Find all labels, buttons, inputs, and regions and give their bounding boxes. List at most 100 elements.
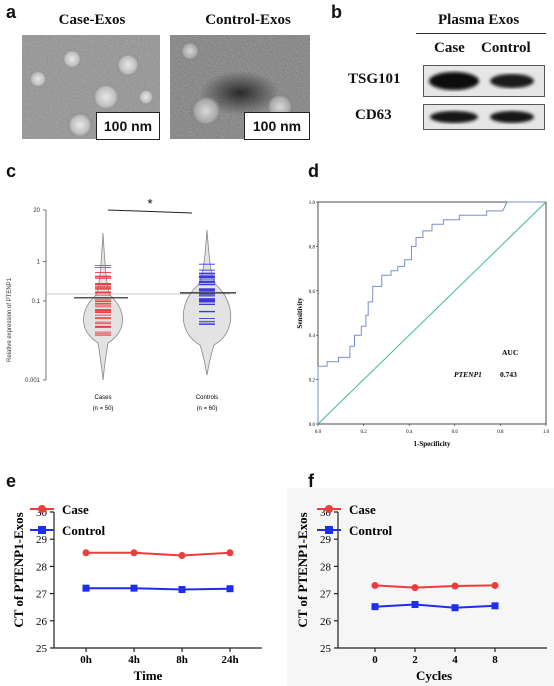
- time-x-label: Time: [134, 668, 163, 683]
- cases-n-label: (n = 50): [93, 406, 114, 412]
- f-x-tick-label: 2: [412, 654, 418, 666]
- f-x-tick-label: 8: [492, 654, 498, 666]
- e-legend-marker: [38, 505, 46, 513]
- roc-x-tick-label: 1.0: [543, 430, 550, 435]
- roc-x-tick-label: 0.4: [406, 430, 413, 435]
- e-series-line-case: [86, 551, 231, 557]
- panel-a-label: a: [6, 2, 17, 22]
- f-point-case: [491, 581, 499, 589]
- panel-b-label: b: [331, 2, 342, 22]
- e-point-case: [82, 549, 90, 557]
- plasma-exos-header: Plasma Exos: [438, 12, 520, 28]
- f-y-tick-label: 30: [320, 507, 332, 519]
- e-point-control: [178, 586, 186, 594]
- row-cd63-label: CD63: [355, 107, 392, 123]
- significance-bracket: [107, 209, 193, 214]
- panel-d-label: d: [308, 161, 319, 181]
- blot-cd63: [423, 104, 545, 130]
- controls-x-label: Controls: [196, 395, 218, 401]
- plasma-exos-rule: [416, 33, 546, 34]
- f-x-tick-label: 0: [372, 654, 378, 666]
- e-point-case: [226, 549, 234, 557]
- f-series-line-case: [374, 584, 496, 589]
- control-scale-bar: 100 nm: [244, 112, 310, 140]
- e-x-tick-label: 8h: [176, 654, 188, 666]
- violin-y-label: Relative expression of PTENP1: [7, 277, 13, 362]
- roc-curve: [317, 201, 546, 424]
- e-series-line-control: [86, 587, 231, 591]
- violin-y-tick-label: 0.001: [25, 378, 41, 384]
- case-scale-bar: 100 nm: [96, 112, 160, 140]
- panel-c-label: c: [6, 161, 17, 181]
- e-legend-label: Control: [62, 523, 105, 538]
- e-y-tick-label: 29: [36, 534, 48, 546]
- roc-x-tick-label: 0.8: [497, 430, 504, 435]
- f-point-case: [451, 582, 459, 590]
- panel-f-label: f: [308, 471, 314, 491]
- auc-header: AUC: [502, 348, 518, 357]
- e-point-case: [130, 549, 138, 557]
- roc-reference-line: [317, 201, 547, 425]
- e-point-control: [226, 585, 234, 593]
- cycle-x-label: Cycles: [416, 668, 452, 683]
- auc-value: 0.743: [500, 370, 517, 379]
- col-control-label: Control: [481, 40, 531, 56]
- col-case-label: Case: [434, 40, 465, 56]
- e-x-tick-label: 24h: [221, 654, 238, 666]
- roc-y-tick-label: 0.0: [309, 423, 316, 428]
- f-point-control: [491, 602, 499, 610]
- auc-marker-label: PTENP1: [454, 370, 482, 379]
- f-x-tick-label: 4: [452, 654, 458, 666]
- f-y-tick-label: 28: [320, 561, 332, 573]
- cycle-y-label: CT of PTENP1-Exos: [295, 512, 310, 627]
- f-y-tick-label: 29: [320, 534, 332, 546]
- f-legend-label: Control: [349, 523, 392, 538]
- violin-y-tick-label: 0.1: [32, 299, 41, 305]
- panel-e-label: e: [6, 471, 17, 491]
- blot-tsg101: [423, 65, 545, 97]
- roc-y-tick-label: 1.0: [309, 201, 316, 206]
- f-legend-marker: [325, 505, 333, 513]
- violin-y-tick-label: 1: [37, 259, 41, 265]
- f-point-control: [411, 600, 419, 608]
- e-x-tick-label: 0h: [80, 654, 92, 666]
- f-point-control: [451, 604, 459, 612]
- f-series-line-control: [374, 603, 496, 609]
- e-y-tick-label: 30: [36, 507, 48, 519]
- f-legend-marker: [325, 526, 333, 534]
- e-legend-label: Case: [62, 502, 89, 517]
- controls-n-label: (n = 60): [197, 406, 218, 412]
- f-y-tick-label: 27: [320, 589, 332, 601]
- case-em-image: [22, 35, 160, 139]
- e-x-tick-label: 4h: [128, 654, 140, 666]
- case-exos-title: Case-Exos: [58, 12, 126, 28]
- e-legend-marker: [38, 526, 46, 534]
- f-y-tick-label: 25: [320, 643, 332, 655]
- e-y-tick-label: 28: [36, 561, 48, 573]
- cases-x-label: Cases: [94, 395, 111, 401]
- f-point-case: [411, 584, 419, 592]
- e-point-control: [82, 584, 90, 592]
- f-legend-label: Case: [349, 502, 376, 517]
- time-stability-chart: CT of PTENP1-Exos 25 26 27 28 29 30 0h 4h 8h 24h…: [11, 502, 262, 683]
- violin-y-tick-label: 20: [33, 208, 40, 214]
- roc-y-tick-label: 0.8: [309, 245, 316, 250]
- control-exos-title: Control-Exos: [205, 12, 291, 28]
- cycle-stability-chart: CT of PTENP1-Exos 25 26 27 28 29 30 0 2 4 8 Case…: [295, 502, 547, 683]
- roc-x-tick-label: 0.2: [360, 430, 367, 435]
- f-point-control: [371, 603, 379, 611]
- roc-y-tick-label: 0.4: [309, 334, 316, 339]
- roc-y-label: Sensitivity: [296, 297, 304, 329]
- e-y-tick-label: 26: [36, 616, 48, 628]
- roc-x-label: 1-Specificity: [414, 440, 451, 448]
- f-point-case: [371, 581, 379, 589]
- roc-y-tick-label: 0.6: [309, 290, 316, 295]
- f-y-tick-label: 26: [320, 616, 332, 628]
- roc-x-tick-label: 0.0: [315, 430, 322, 435]
- row-tsg101-label: TSG101: [348, 71, 401, 87]
- e-y-tick-label: 27: [36, 589, 48, 601]
- e-y-tick-label: 25: [36, 643, 48, 655]
- significance-marker: *: [147, 196, 152, 211]
- e-point-case: [178, 552, 186, 560]
- violin-chart: Relative expression of PTENP1 0.001 0.1 1 2…: [7, 196, 236, 412]
